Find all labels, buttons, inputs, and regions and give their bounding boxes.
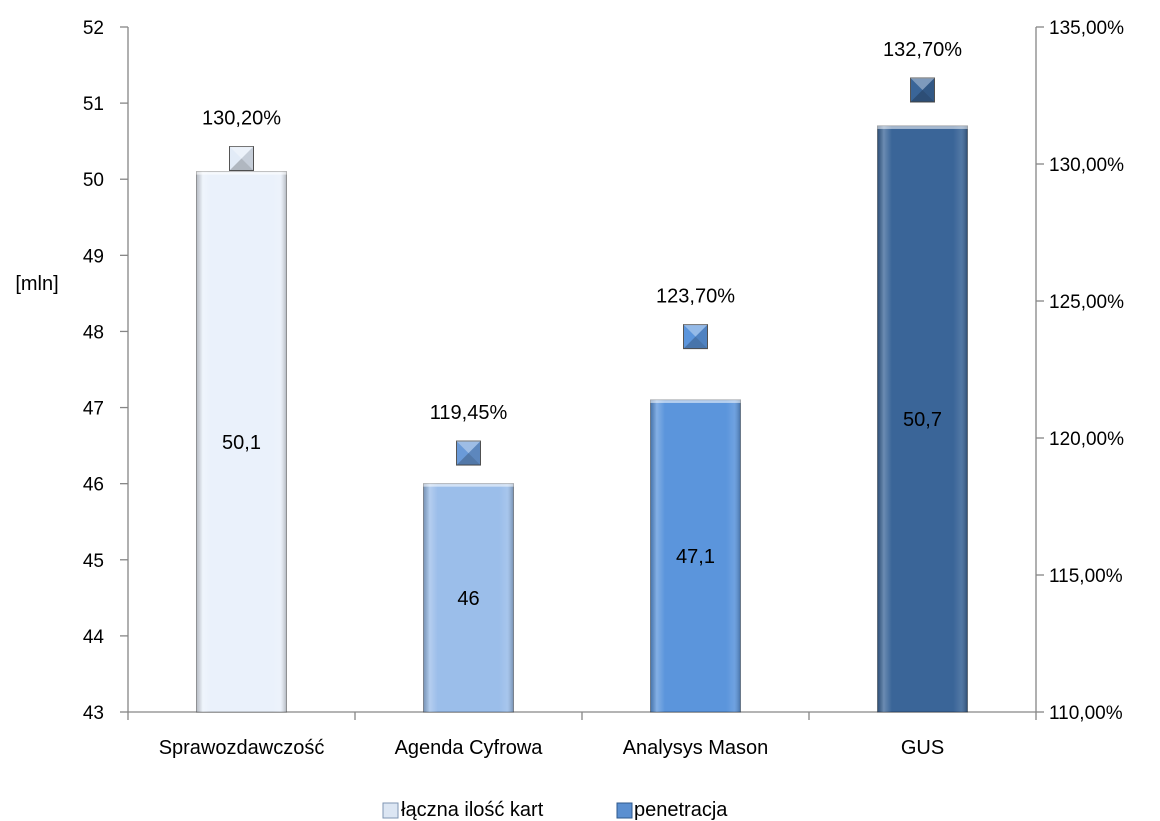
left-tick-label: 48: [83, 322, 104, 343]
bar-highlight: [877, 125, 968, 129]
bar-highlight: [196, 171, 287, 175]
x-axis-ticks: Sprawozdawczość Agenda Cyfrowa Analysys Ma…: [127, 712, 1037, 759]
left-tick-label: 47: [83, 399, 104, 420]
left-tick-label: 46: [83, 475, 104, 496]
bar-group: 50,1: [196, 171, 287, 713]
right-tick-label: 110,00%: [1049, 703, 1123, 724]
marker-bevel-right: [922, 78, 935, 103]
marker-group: 123,70%: [656, 286, 735, 350]
x-axis: Sprawozdawczość Agenda Cyfrowa Analysys Ma…: [127, 711, 1037, 759]
marker: [229, 146, 254, 172]
marker-value-label: 123,70%: [656, 286, 735, 308]
marker-bevel-bottom: [910, 90, 935, 103]
legend: łączna ilość kart penetracja: [382, 799, 728, 821]
right-tick-label: 125,00%: [1049, 292, 1124, 313]
legend-label-bars: łączna ilość kart: [401, 799, 544, 821]
bar-value-label: 47,1: [676, 546, 715, 568]
marker-bevel-bottom: [456, 453, 481, 466]
bar-group: 50,7: [877, 125, 968, 713]
left-axis-ticks: 43 44 45 46 47 48 49 50 51 52: [83, 18, 128, 724]
marker-bevel-bottom: [229, 158, 254, 171]
marker-bevel-bottom: [683, 336, 708, 349]
marker-value-label: 130,20%: [202, 108, 281, 130]
left-tick-label: 44: [83, 627, 105, 648]
marker-bevel-top: [229, 146, 254, 159]
left-tick-label: 49: [83, 246, 104, 267]
bar-value-label: 50,7: [903, 409, 942, 431]
bar-group: 46: [423, 483, 514, 713]
marker-bevel-right: [241, 146, 254, 171]
bar-value-label: 46: [457, 588, 479, 610]
marker-bevel-right: [468, 441, 481, 466]
marker: [910, 77, 935, 103]
bar-highlight: [650, 399, 741, 403]
bar-shading: [196, 171, 287, 713]
bar-shading: [423, 483, 514, 712]
marker: [456, 440, 481, 466]
marker-bevel-right: [695, 324, 708, 349]
left-tick-label: 50: [83, 170, 104, 191]
left-axis-title: [mln]: [15, 273, 58, 295]
marker-group: 130,20%: [202, 108, 281, 172]
bar-shading: [650, 399, 741, 712]
legend-swatch-markers: [616, 802, 633, 819]
left-tick-label: 52: [83, 18, 104, 39]
legend-label-markers: penetracja: [634, 799, 728, 821]
bar-value-label: 50,1: [222, 432, 261, 454]
left-tick-label: 51: [83, 94, 104, 115]
marker-bevel-top: [456, 441, 481, 454]
bar-shading: [877, 125, 968, 712]
right-tick-label: 115,00%: [1049, 566, 1123, 587]
marker-series: 130,20% 119,45% 123,70% 132,70%: [202, 39, 962, 466]
x-tick-label: Sprawozdawczość: [159, 737, 325, 759]
bar-group: 47,1: [650, 399, 741, 713]
left-axis: 43 44 45 46 47 48 49 50 51 52: [83, 18, 129, 724]
legend-item-bars: łączna ilość kart: [382, 799, 544, 821]
right-tick-label: 130,00%: [1049, 155, 1124, 176]
right-tick-label: 120,00%: [1049, 429, 1124, 450]
x-tick-label: Analysys Mason: [623, 737, 769, 759]
marker-value-label: 119,45%: [430, 402, 508, 424]
left-tick-label: 45: [83, 551, 104, 572]
bar-highlight: [423, 483, 514, 487]
legend-item-markers: penetracja: [616, 799, 728, 821]
right-tick-label: 135,00%: [1049, 18, 1124, 39]
left-tick-label: 43: [83, 703, 104, 724]
right-axis: 110,00% 115,00% 120,00% 125,00% 130,00% 135,0…: [1035, 18, 1124, 724]
x-tick-label: GUS: [901, 737, 944, 759]
legend-swatch-bars: [382, 802, 399, 819]
right-axis-ticks: 110,00% 115,00% 120,00% 125,00% 130,00% 135,0…: [1036, 18, 1124, 724]
marker-group: 119,45%: [430, 402, 508, 466]
marker: [683, 324, 708, 350]
marker-bevel-top: [910, 78, 935, 91]
marker-value-label: 132,70%: [883, 39, 962, 61]
marker-group: 132,70%: [883, 39, 962, 103]
bar-series: 50,1 46 47,1 50,7: [196, 125, 968, 713]
marker-bevel-top: [683, 324, 708, 337]
x-tick-label: Agenda Cyfrowa: [395, 737, 544, 759]
